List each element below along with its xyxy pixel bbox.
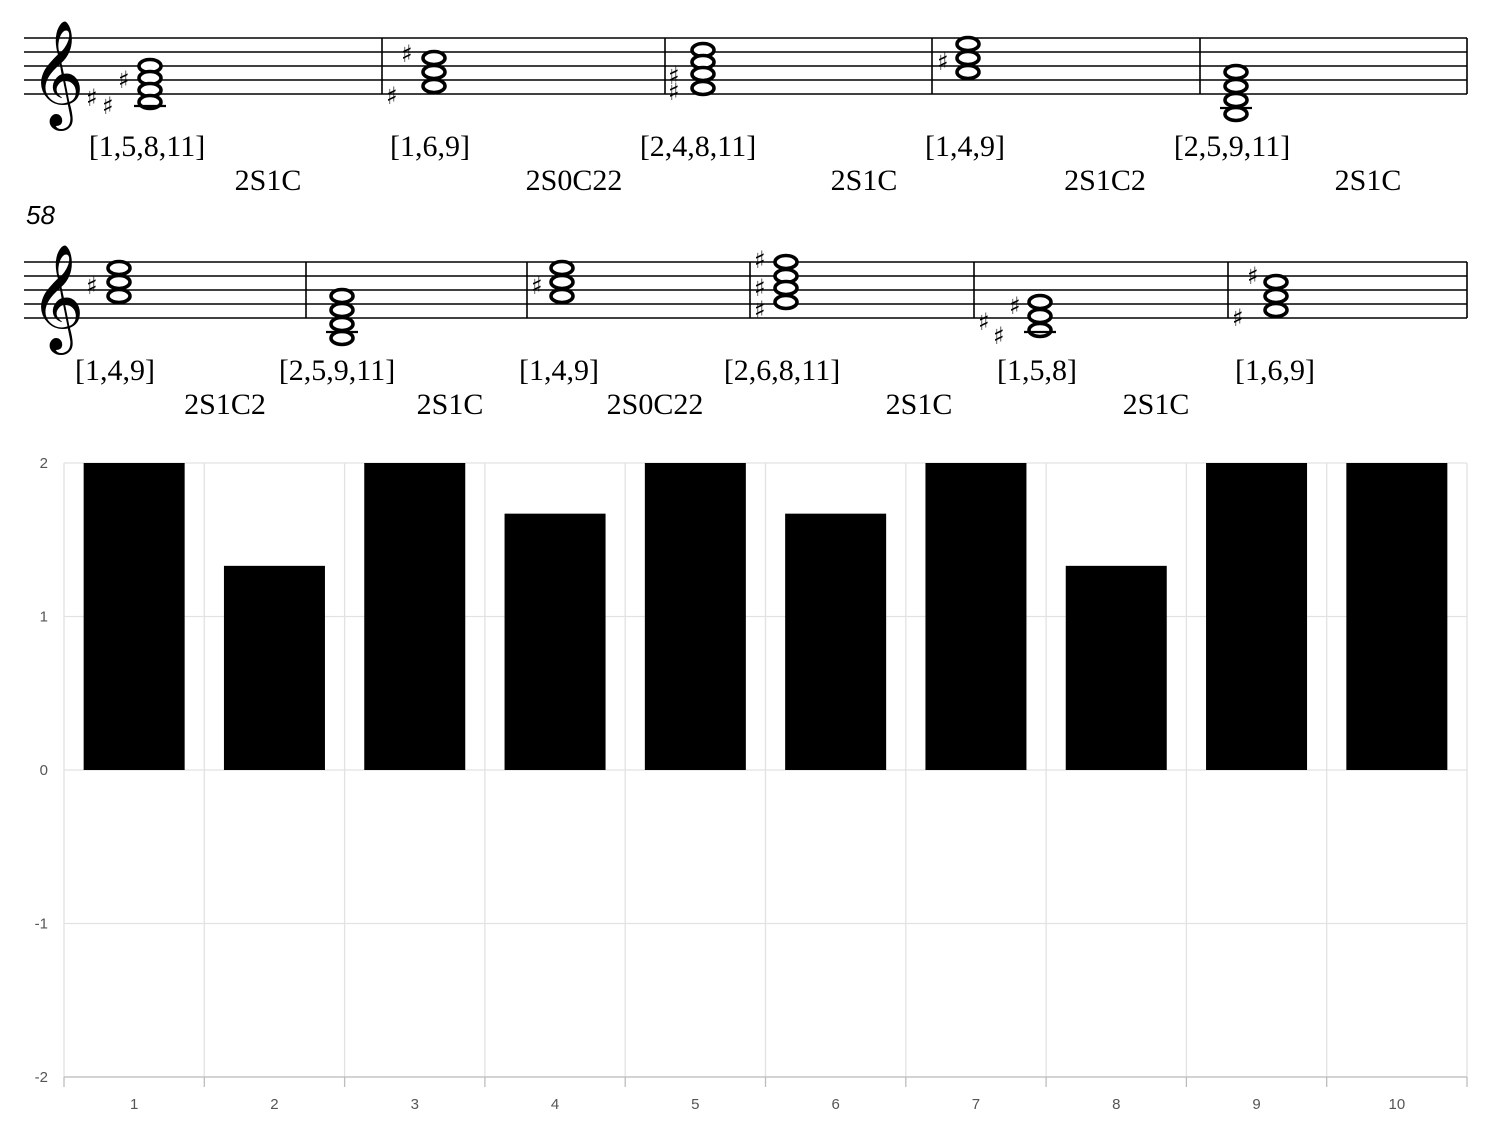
bar-5 bbox=[644, 463, 746, 770]
set-label: [2,4,8,11] bbox=[640, 130, 756, 163]
bar-3 bbox=[364, 463, 466, 770]
y-tick-label: 1 bbox=[40, 609, 48, 626]
relation-label: 2S1C bbox=[1123, 388, 1190, 421]
relation-label: 2S1C bbox=[1335, 164, 1402, 197]
relation-label: 2S1C bbox=[417, 388, 484, 421]
svg-text:♯: ♯ bbox=[86, 272, 98, 300]
set-label: [1,5,8] bbox=[997, 354, 1077, 387]
set-label: [1,5,8,11] bbox=[89, 130, 205, 163]
set-label: [1,4,9] bbox=[75, 354, 155, 387]
music-score: 𝄞 ♯ ♯♯ ♯♯ ♯♯ ♯ [1,5,8,11] [1,6,9] [2, bbox=[24, 19, 1468, 421]
bar-10 bbox=[1346, 463, 1448, 770]
svg-text:♯: ♯ bbox=[754, 246, 766, 274]
x-tick-label: 4 bbox=[551, 1096, 559, 1113]
svg-text:♯: ♯ bbox=[1009, 292, 1021, 320]
x-tick-label: 7 bbox=[972, 1096, 980, 1113]
x-tick-label: 9 bbox=[1252, 1096, 1260, 1113]
relation-label: 2S0C22 bbox=[526, 164, 623, 197]
bar-1 bbox=[83, 463, 185, 770]
x-axis-ticks: 1 2 3 4 5 6 7 8 9 10 bbox=[130, 1096, 1405, 1113]
svg-text:♯: ♯ bbox=[118, 66, 130, 94]
y-tick-label: 2 bbox=[40, 455, 48, 472]
relation-label: 2S1C bbox=[235, 164, 302, 197]
relation-label: 2S1C2 bbox=[1064, 164, 1146, 197]
svg-text:♯: ♯ bbox=[668, 62, 680, 90]
svg-text:♯: ♯ bbox=[754, 296, 766, 324]
chord-2-6: ♯♯ bbox=[1232, 262, 1289, 332]
set-label: [1,6,9] bbox=[390, 130, 470, 163]
chord-2-1: ♯ bbox=[86, 259, 132, 305]
x-tick-label: 5 bbox=[691, 1096, 699, 1113]
chord-2-2 bbox=[326, 287, 358, 347]
svg-text:♯: ♯ bbox=[1247, 262, 1259, 290]
bar-7 bbox=[925, 463, 1027, 770]
svg-text:♯: ♯ bbox=[937, 48, 949, 76]
relation-label: 2S1C bbox=[886, 388, 953, 421]
set-label: [1,4,9] bbox=[925, 130, 1005, 163]
svg-text:♯: ♯ bbox=[86, 84, 98, 112]
y-tick-label: 0 bbox=[40, 762, 48, 779]
set-label: [1,4,9] bbox=[519, 354, 599, 387]
y-tick-label: -2 bbox=[35, 1069, 48, 1086]
bar-6 bbox=[785, 513, 887, 770]
relation-label: 2S1C2 bbox=[184, 388, 266, 421]
bar-9 bbox=[1206, 463, 1308, 770]
x-tick-label: 3 bbox=[411, 1096, 419, 1113]
y-tick-label: -1 bbox=[35, 916, 48, 933]
bar-8 bbox=[1065, 565, 1167, 770]
set-label: [1,6,9] bbox=[1235, 354, 1315, 387]
set-label: [2,5,9,11] bbox=[279, 354, 395, 387]
chord-1-3: ♯♯ bbox=[668, 41, 716, 106]
treble-clef-icon: 𝄞 bbox=[30, 243, 84, 355]
staff-system-1: 𝄞 bbox=[24, 19, 1468, 131]
relation-label: 2S0C22 bbox=[607, 388, 704, 421]
chord-1-4: ♯ bbox=[937, 35, 981, 81]
chart-bars bbox=[83, 463, 1448, 770]
relation-label: 2S1C bbox=[831, 164, 898, 197]
x-tick-label: 6 bbox=[831, 1096, 839, 1113]
set-label: [2,5,9,11] bbox=[1174, 130, 1290, 163]
chord-2-5: ♯ ♯♯ bbox=[978, 292, 1056, 350]
chord-2-3: ♯ bbox=[531, 259, 575, 305]
svg-text:♯: ♯ bbox=[386, 82, 398, 110]
measure-number: 58 bbox=[26, 200, 55, 230]
treble-clef-icon: 𝄞 bbox=[30, 19, 84, 131]
staff-system-2: 𝄞 bbox=[24, 243, 1468, 355]
x-tick-label: 10 bbox=[1389, 1096, 1406, 1113]
bar-4 bbox=[504, 513, 606, 770]
svg-text:♯: ♯ bbox=[993, 322, 1005, 350]
chord-1-1: ♯ ♯♯ bbox=[86, 57, 166, 120]
bar-2 bbox=[223, 565, 325, 770]
chord-1-5 bbox=[1220, 63, 1252, 123]
svg-text:♯: ♯ bbox=[1232, 304, 1244, 332]
x-tick-label: 2 bbox=[270, 1096, 278, 1113]
svg-text:♯: ♯ bbox=[531, 272, 543, 300]
x-tick-label: 1 bbox=[130, 1096, 138, 1113]
svg-text:♯: ♯ bbox=[754, 274, 766, 302]
x-tick-label: 8 bbox=[1112, 1096, 1120, 1113]
chord-1-2: ♯♯ bbox=[386, 40, 447, 110]
svg-text:♯: ♯ bbox=[978, 308, 990, 336]
set-label: [2,6,8,11] bbox=[724, 354, 840, 387]
svg-text:♯: ♯ bbox=[668, 78, 680, 106]
y-axis-ticks: 2 1 0 -1 -2 bbox=[35, 455, 48, 1086]
svg-text:♯: ♯ bbox=[401, 40, 413, 68]
svg-text:♯: ♯ bbox=[102, 92, 114, 120]
chord-2-4: ♯♯♯ bbox=[754, 246, 799, 324]
